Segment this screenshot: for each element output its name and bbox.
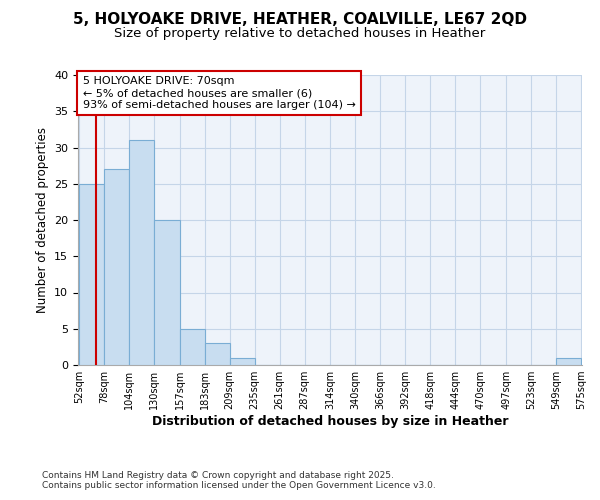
Text: 5 HOLYOAKE DRIVE: 70sqm
← 5% of detached houses are smaller (6)
93% of semi-deta: 5 HOLYOAKE DRIVE: 70sqm ← 5% of detached… [83,76,356,110]
Y-axis label: Number of detached properties: Number of detached properties [35,127,49,313]
Bar [556,358,581,365]
Bar [205,343,230,365]
X-axis label: Distribution of detached houses by size in Heather: Distribution of detached houses by size … [152,415,508,428]
Text: 5, HOLYOAKE DRIVE, HEATHER, COALVILLE, LE67 2QD: 5, HOLYOAKE DRIVE, HEATHER, COALVILLE, L… [73,12,527,28]
Text: Contains HM Land Registry data © Crown copyright and database right 2025.: Contains HM Land Registry data © Crown c… [42,471,394,480]
Bar [104,169,129,365]
Bar [129,140,154,365]
Text: Contains public sector information licensed under the Open Government Licence v3: Contains public sector information licen… [42,481,436,490]
Text: Size of property relative to detached houses in Heather: Size of property relative to detached ho… [115,28,485,40]
Bar [230,358,254,365]
Bar [154,220,180,365]
Bar [79,184,104,365]
Bar [180,329,205,365]
